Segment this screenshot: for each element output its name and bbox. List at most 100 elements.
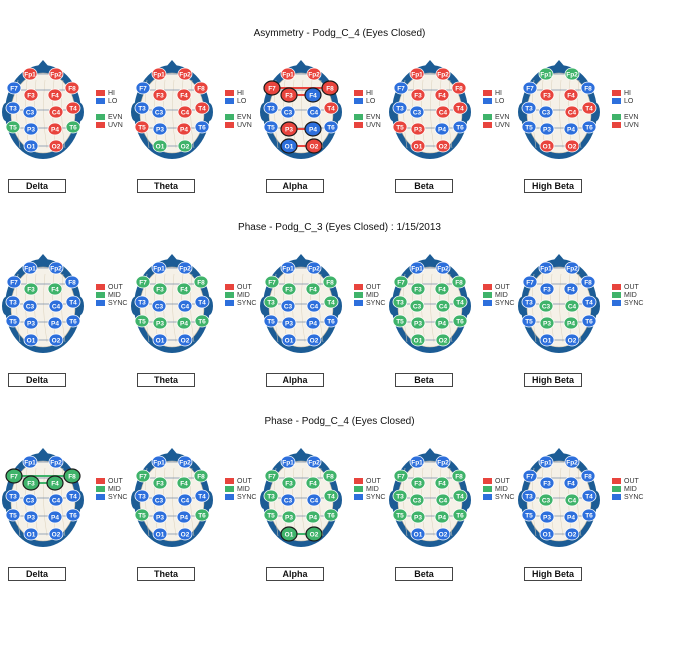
electrode-label: P4 — [309, 127, 317, 134]
legend-swatch — [612, 90, 621, 96]
band-label: Alpha — [266, 567, 324, 581]
electrode-label: C3 — [413, 498, 422, 505]
scalp-map-svg: Fp1 Fp2 F7 F3 F4 F8 T3 C3 C4 T4 T5 P3 P4 T6 O1 O2 — [260, 60, 342, 159]
electrode-label: F8 — [455, 280, 463, 287]
electrode-label: Fp1 — [153, 460, 165, 467]
electrode-o1: O1 — [539, 139, 555, 153]
electrode-f3: F3 — [23, 88, 39, 102]
electrode-label: Fp1 — [153, 266, 165, 273]
legend-label: OUT — [366, 477, 381, 485]
electrode-label: T5 — [396, 125, 404, 132]
electrode-t6: T6 — [581, 508, 597, 522]
electrode-label: Fp1 — [24, 460, 36, 467]
electrode-label: Fp2 — [308, 266, 320, 273]
legend-item: SYNC — [96, 493, 127, 501]
electrode-label: F4 — [180, 93, 188, 100]
electrode-label: T4 — [456, 494, 464, 501]
electrode-fp1: Fp1 — [409, 455, 425, 469]
electrode-p3: P3 — [410, 316, 426, 330]
electrode-p4: P4 — [305, 510, 321, 524]
brain-fold — [559, 79, 564, 149]
electrode-label: T5 — [396, 319, 404, 326]
electrode-label: Fp2 — [179, 266, 191, 273]
legend-label: MID — [366, 291, 379, 299]
electrode-label: F3 — [156, 481, 164, 488]
electrode-label: C4 — [439, 498, 448, 505]
electrode-fp2: Fp2 — [48, 67, 64, 81]
electrode-label: T4 — [69, 494, 77, 501]
electrode-label: Fp1 — [24, 266, 36, 273]
electrode-label: F7 — [526, 280, 534, 287]
scalp-map-svg: Fp1 Fp2 F7 F3 F4 F8 T3 C3 C4 T4 T5 P3 P4 T6 O1 O2 — [131, 448, 213, 547]
electrode-label: F4 — [309, 93, 317, 100]
legend-item: MID — [483, 291, 514, 299]
electrode-f7: F7 — [264, 469, 280, 483]
electrode-c3: C3 — [538, 493, 554, 507]
legend-item: OUT — [612, 477, 643, 485]
nose-icon — [166, 448, 178, 455]
electrode-t6: T6 — [323, 314, 339, 328]
electrode-label: Fp1 — [411, 266, 423, 273]
electrode-c3: C3 — [22, 299, 38, 313]
legend-swatch — [612, 494, 621, 500]
band-label: Theta — [137, 373, 195, 387]
legend-item: UVN — [612, 121, 639, 129]
electrode-fp1: Fp1 — [22, 455, 38, 469]
legend-item: SYNC — [225, 493, 256, 501]
electrode-f3: F3 — [22, 475, 40, 491]
head-map: Fp1 Fp2 F7 F3 F4 F8 T3 C3 C4 T4 T5 P3 P4 T6 O1 O2 OUT MID… — [389, 446, 514, 606]
electrode-label: T4 — [456, 106, 464, 113]
head-map: Fp1 Fp2 F7 F3 F4 F8 T3 C3 C4 T4 T5 P3 P4 T6 O1 O2 OUT MID… — [131, 446, 256, 606]
electrode-f4: F4 — [304, 87, 322, 103]
legend-swatch — [612, 284, 621, 290]
electrode-f3: F3 — [152, 88, 168, 102]
electrode-c4: C4 — [564, 105, 580, 119]
electrode-fp2: Fp2 — [306, 67, 322, 81]
legend-swatch — [483, 478, 492, 484]
nose-icon — [295, 254, 307, 261]
electrode-label: T4 — [456, 300, 464, 307]
electrode-f8: F8 — [63, 468, 81, 484]
electrode-label: T6 — [69, 125, 77, 132]
band-label: Beta — [395, 179, 453, 193]
electrode-fp2: Fp2 — [48, 261, 64, 275]
legend-swatch — [225, 98, 234, 104]
electrode-label: F7 — [139, 86, 147, 93]
electrode-label: F8 — [68, 280, 76, 287]
electrode-label: F3 — [27, 287, 35, 294]
electrode-label: F7 — [10, 280, 18, 287]
electrode-o1: O1 — [410, 527, 426, 541]
legend: OUT MID SYNC — [612, 477, 643, 501]
electrode-label: F8 — [197, 474, 205, 481]
electrode-t5: T5 — [134, 120, 150, 134]
legend-label: SYNC — [366, 299, 386, 307]
brain-fold — [301, 273, 306, 343]
electrode-t6: T6 — [65, 508, 81, 522]
electrode-label: P4 — [51, 515, 59, 522]
electrode-label: C4 — [310, 498, 319, 505]
electrode-label: O2 — [52, 144, 61, 151]
electrode-o2: O2 — [435, 527, 451, 541]
legend-swatch — [483, 494, 492, 500]
electrode-label: O2 — [181, 338, 190, 345]
electrode-label: F7 — [397, 280, 405, 287]
electrode-label: Fp1 — [282, 460, 294, 467]
legend-label: OUT — [495, 283, 510, 291]
electrode-t3: T3 — [134, 101, 150, 115]
electrode-o2: O2 — [48, 333, 64, 347]
electrode-label: C4 — [439, 304, 448, 311]
electrode-label: T5 — [138, 513, 146, 520]
electrode-label: O1 — [285, 338, 294, 345]
head-map: Fp1 Fp2 F7 F3 F4 F8 T3 C3 C4 T4 T5 P3 P4 T6 O1 O2 OUT MID… — [518, 446, 643, 606]
electrode-t4: T4 — [323, 295, 339, 309]
brain-area — [268, 266, 334, 348]
legend-item: HI — [225, 89, 252, 97]
brain-fold — [559, 467, 564, 537]
electrode-t5: T5 — [5, 314, 21, 328]
electrode-label: O2 — [181, 144, 190, 151]
electrode-label: T6 — [456, 125, 464, 132]
electrode-label: P3 — [543, 127, 551, 134]
electrode-o1: O1 — [539, 527, 555, 541]
electrode-t5: T5 — [521, 120, 537, 134]
legend-swatch — [225, 292, 234, 298]
